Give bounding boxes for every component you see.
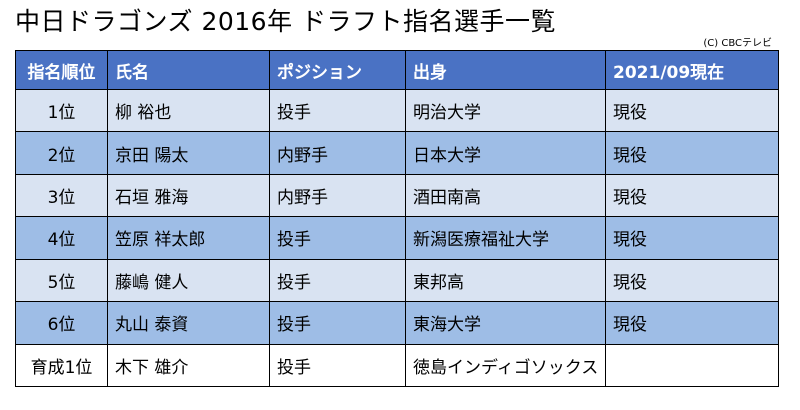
cell-player-name: 藤嶋 健人: [107, 258, 270, 303]
page-title: 中日ドラゴンズ 2016年 ドラフト指名選手一覧: [15, 7, 557, 36]
cell-player-name: 笠原 祥太郎: [107, 216, 270, 260]
cell-origin: 東邦高: [405, 258, 606, 303]
cell-player-name: 京田 陽太: [107, 131, 270, 175]
cell-player-name: 丸山 泰資: [107, 301, 270, 345]
cell-status: 現役: [605, 88, 779, 133]
cell-status: 現役: [605, 173, 779, 218]
cell-origin: 酒田南高: [405, 173, 606, 218]
cell-player-name: 柳 裕也: [107, 88, 270, 133]
cell-draft-rank: 2位: [15, 131, 108, 175]
cell-status: 現役: [605, 258, 779, 303]
copyright-credit: (C) CBCテレビ: [703, 38, 772, 49]
cell-position: 内野手: [269, 131, 406, 175]
cell-player-name: 木下 雄介: [107, 343, 270, 388]
cell-status: 現役: [605, 216, 779, 260]
cell-origin: 東海大学: [405, 301, 606, 345]
cell-position: 投手: [269, 88, 406, 133]
cell-draft-rank: 3位: [15, 173, 108, 218]
draft-table: 指名順位 氏名 ポジション 出身 2021/09現在 1位 柳 裕也 投手 明治…: [15, 50, 779, 388]
cell-draft-rank: 5位: [15, 258, 108, 303]
cell-status: 現役: [605, 131, 779, 175]
cell-position: 投手: [269, 216, 406, 260]
cell-position: 投手: [269, 301, 406, 345]
header-origin: 出身: [405, 50, 606, 90]
table-row: 6位 丸山 泰資 投手 東海大学 現役: [15, 301, 779, 345]
cell-draft-rank: 育成1位: [15, 343, 108, 388]
header-draft-rank: 指名順位: [15, 50, 108, 90]
cell-draft-rank: 6位: [15, 301, 108, 345]
cell-draft-rank: 1位: [15, 88, 108, 133]
header-player-name: 氏名: [107, 50, 270, 90]
table-row: 5位 藤嶋 健人 投手 東邦高 現役: [15, 258, 779, 303]
cell-origin: 新潟医療福祉大学: [405, 216, 606, 260]
cell-origin: 明治大学: [405, 88, 606, 133]
cell-status: [605, 343, 779, 388]
cell-origin: 日本大学: [405, 131, 606, 175]
cell-position: 投手: [269, 343, 406, 388]
table-row: 4位 笠原 祥太郎 投手 新潟医療福祉大学 現役: [15, 216, 779, 260]
cell-draft-rank: 4位: [15, 216, 108, 260]
cell-status: 現役: [605, 301, 779, 345]
table-row: 1位 柳 裕也 投手 明治大学 現役: [15, 88, 779, 133]
cell-player-name: 石垣 雅海: [107, 173, 270, 218]
table-row: 育成1位 木下 雄介 投手 徳島インディゴソックス: [15, 343, 779, 388]
cell-position: 内野手: [269, 173, 406, 218]
table-row: 2位 京田 陽太 内野手 日本大学 現役: [15, 131, 779, 175]
table-header-row: 指名順位 氏名 ポジション 出身 2021/09現在: [15, 50, 779, 90]
cell-position: 投手: [269, 258, 406, 303]
cell-origin: 徳島インディゴソックス: [405, 343, 606, 388]
table-row: 3位 石垣 雅海 内野手 酒田南高 現役: [15, 173, 779, 218]
header-position: ポジション: [269, 50, 406, 90]
header-status: 2021/09現在: [605, 50, 779, 90]
